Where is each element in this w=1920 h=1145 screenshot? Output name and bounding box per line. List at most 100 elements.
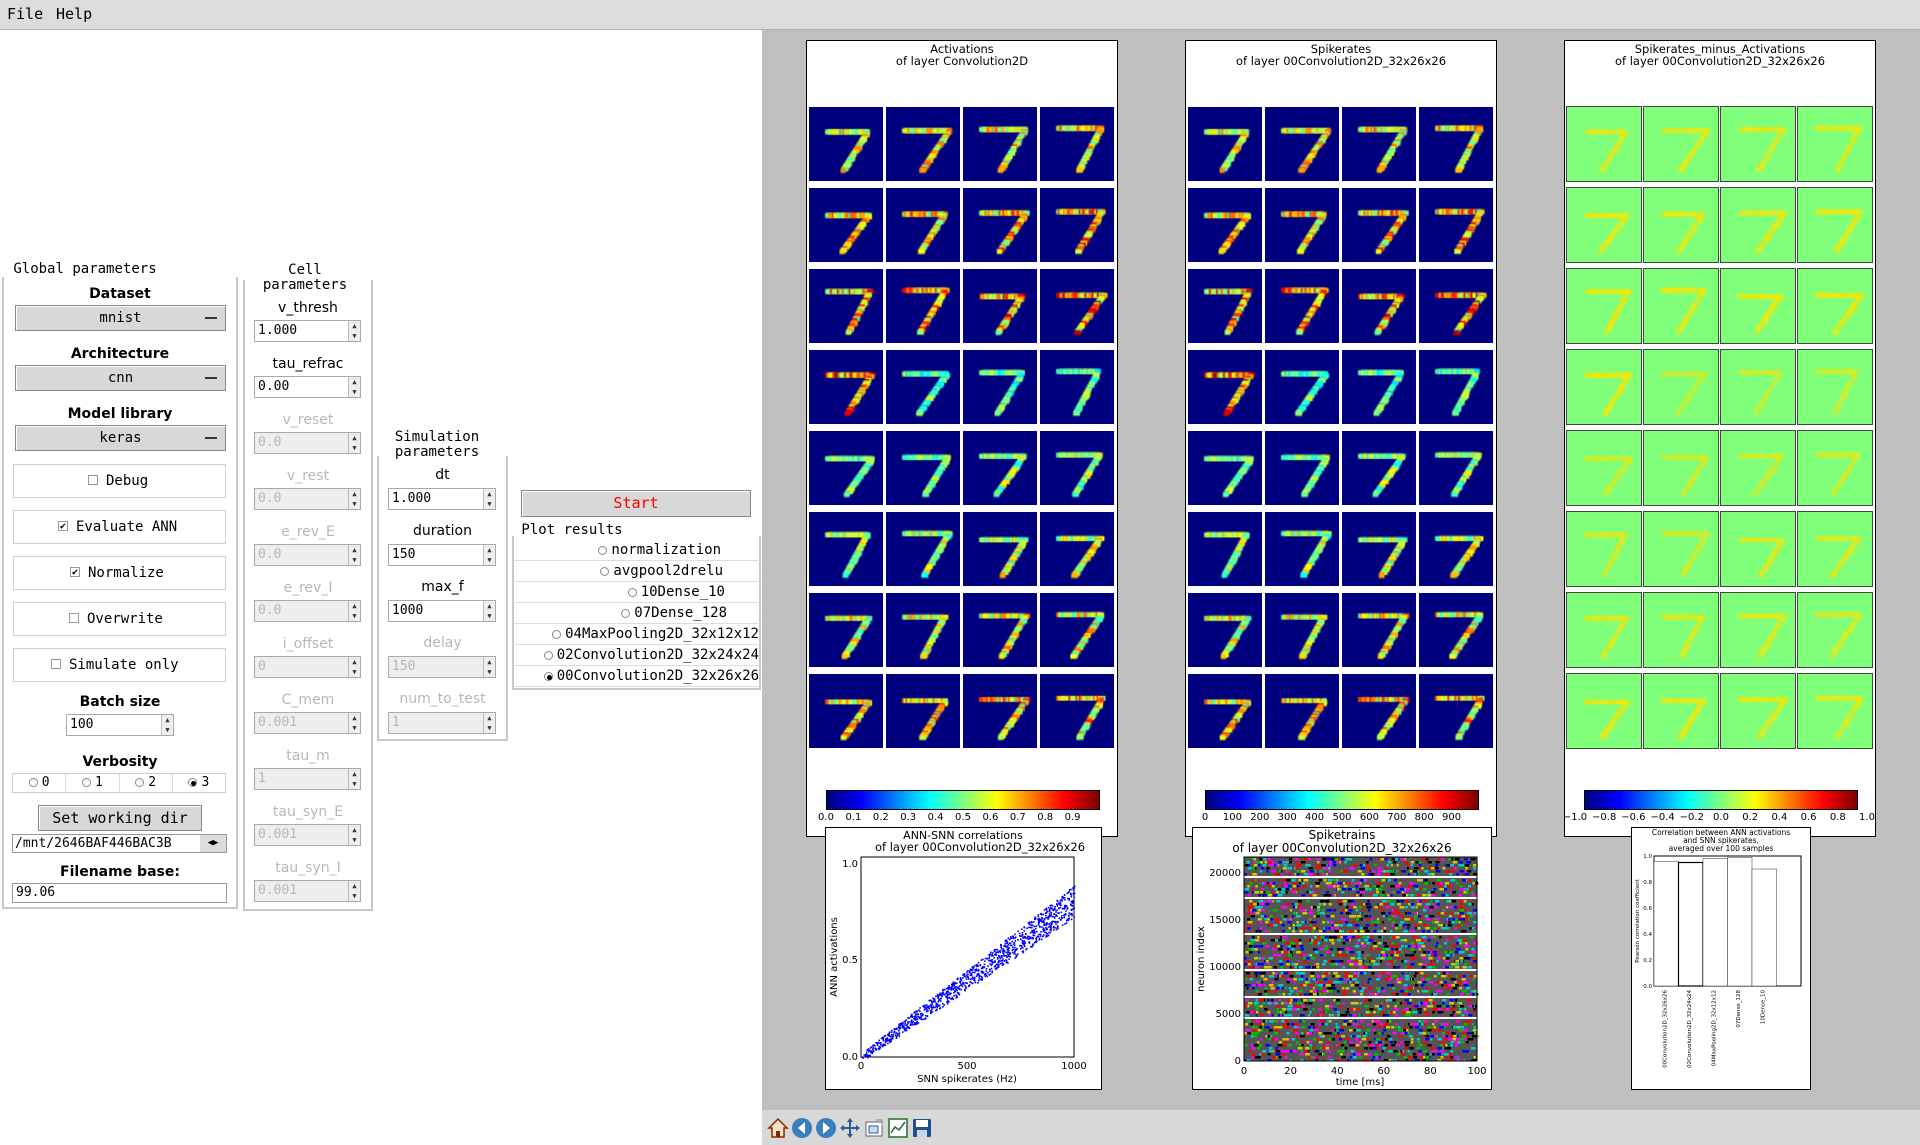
spike-mark	[1350, 1002, 1356, 1005]
spike-mark	[1439, 885, 1443, 888]
spike-mark	[1380, 954, 1384, 957]
feature-map-tile	[1566, 349, 1642, 425]
scatter-point	[865, 1051, 868, 1054]
set-working-dir-button[interactable]: Set working dir	[38, 805, 202, 831]
menu-help[interactable]: Help	[56, 5, 93, 23]
spike-mark	[1421, 978, 1425, 981]
scatter-point	[920, 1018, 923, 1021]
simulate-only-checkbox[interactable]: Simulate only	[13, 648, 226, 682]
spin-arrows-icon[interactable]: ▲ ▼	[348, 321, 360, 341]
overwrite-checkbox[interactable]: Overwrite	[13, 602, 226, 636]
verbosity-option-0[interactable]: 0	[13, 774, 67, 792]
spike-mark	[1471, 1035, 1477, 1038]
plot-results-item[interactable]: 02Convolution2D_32x24x24	[513, 645, 761, 666]
spike-mark	[1309, 894, 1313, 897]
plot-results-item[interactable]: normalization	[513, 540, 761, 561]
back-icon[interactable]	[790, 1116, 814, 1140]
debug-checkbox[interactable]: Debug	[13, 464, 226, 498]
spike-mark	[1366, 1023, 1371, 1026]
spike-mark	[1312, 993, 1317, 996]
spike-mark	[1422, 894, 1427, 897]
forward-icon[interactable]	[814, 1116, 838, 1140]
save-icon[interactable]	[910, 1116, 934, 1140]
verbosity-option-2[interactable]: 2	[120, 774, 173, 792]
cell-param-spinbox[interactable]: 0.00 ▲ ▼	[254, 376, 361, 398]
spike-mark	[1280, 975, 1285, 978]
spike-mark	[1292, 939, 1296, 942]
plot-results-item[interactable]: 10Dense_10	[513, 582, 761, 603]
spike-mark	[1394, 924, 1399, 927]
spike-mark	[1308, 867, 1313, 870]
spike-mark	[1295, 885, 1300, 888]
configure-subplots-icon[interactable]	[886, 1116, 910, 1140]
zoom-icon[interactable]	[862, 1116, 886, 1140]
cell-param-spinbox[interactable]: 1.000 ▲ ▼	[254, 320, 361, 342]
spike-mark	[1333, 909, 1337, 912]
plot-results-item-label: 02Convolution2D_32x24x24	[556, 647, 759, 663]
working-dir-field[interactable]: /mnt/2646BAF446BAC3B ◀▶	[12, 834, 227, 853]
spike-mark	[1467, 870, 1472, 873]
home-icon[interactable]	[766, 1116, 790, 1140]
spiketrains-chart: Spiketrains of layer 00Convolution2D_32x…	[1192, 827, 1492, 1090]
spike-mark	[1280, 972, 1284, 975]
scatter-point	[1049, 904, 1052, 907]
sim-param-spinbox[interactable]: 1000 ▲ ▼	[388, 600, 496, 622]
spike-mark	[1250, 1044, 1255, 1047]
spike-mark	[1303, 879, 1308, 882]
dataset-select[interactable]: mnist	[15, 305, 226, 331]
plot-results-item[interactable]: 04MaxPooling2D_32x12x12	[513, 624, 761, 645]
spike-mark	[1319, 936, 1325, 939]
scatter-point	[949, 988, 951, 990]
scroll-arrows-icon[interactable]: ◀▶	[200, 835, 226, 852]
plot-results-item[interactable]: 07Dense_128	[513, 603, 761, 624]
plot-results-item[interactable]: 00Convolution2D_32x26x26	[513, 666, 761, 687]
spike-mark	[1301, 1020, 1306, 1023]
spike-mark	[1250, 1056, 1255, 1059]
filename-base-input[interactable]: 99.06	[12, 883, 227, 903]
spike-mark	[1391, 924, 1395, 927]
spin-arrows-icon[interactable]: ▲ ▼	[348, 377, 360, 397]
scatter-point	[975, 975, 978, 978]
spike-mark	[1404, 975, 1410, 978]
spike-mark	[1325, 915, 1331, 918]
spin-arrows-icon[interactable]: ▲ ▼	[483, 545, 495, 565]
scatter-point	[981, 978, 984, 980]
spike-mark	[1381, 879, 1386, 882]
scatter-point	[1021, 934, 1024, 937]
spike-mark	[1373, 1011, 1376, 1014]
spike-mark	[1416, 945, 1422, 948]
spike-mark	[1374, 1032, 1377, 1035]
verbosity-option-1[interactable]: 1	[66, 774, 120, 792]
evaluate-ann-checkbox[interactable]: ✔ Evaluate ANN	[13, 510, 226, 544]
scatter-point	[1023, 930, 1026, 932]
menu-file[interactable]: File	[7, 5, 44, 23]
scatter-point	[1061, 917, 1063, 919]
spin-arrows-icon[interactable]: ▲ ▼	[483, 601, 495, 621]
spike-mark	[1320, 1035, 1325, 1038]
spike-mark	[1405, 978, 1410, 981]
spike-mark	[1372, 942, 1377, 945]
start-button[interactable]: Start	[521, 490, 751, 517]
scatter-point	[938, 1007, 941, 1010]
normalize-checkbox[interactable]: ✔ Normalize	[13, 556, 226, 590]
verbosity-option-3[interactable]: 3	[173, 774, 225, 792]
spike-mark	[1374, 906, 1379, 909]
spike-mark	[1315, 993, 1319, 996]
spike-mark	[1464, 1023, 1468, 1026]
pan-icon[interactable]	[838, 1116, 862, 1140]
x-tick-label: 40	[1331, 1066, 1344, 1077]
spike-mark	[1251, 936, 1255, 939]
sim-param-spinbox[interactable]: 150 ▲ ▼	[388, 544, 496, 566]
spike-mark	[1249, 906, 1253, 909]
spike-mark	[1463, 957, 1469, 960]
spin-arrows-icon[interactable]: ▲ ▼	[161, 715, 173, 735]
spike-mark	[1409, 1047, 1414, 1050]
library-select[interactable]: keras	[15, 425, 226, 451]
batch-size-spinbox[interactable]: 100 ▲ ▼	[66, 714, 174, 736]
spike-mark	[1273, 1032, 1279, 1035]
spin-arrows-icon[interactable]: ▲ ▼	[483, 489, 495, 509]
plot-results-item[interactable]: avgpool2drelu	[513, 561, 761, 582]
scatter-point	[908, 1027, 911, 1029]
sim-param-spinbox[interactable]: 1.000 ▲ ▼	[388, 488, 496, 510]
architecture-select[interactable]: cnn	[15, 365, 226, 391]
